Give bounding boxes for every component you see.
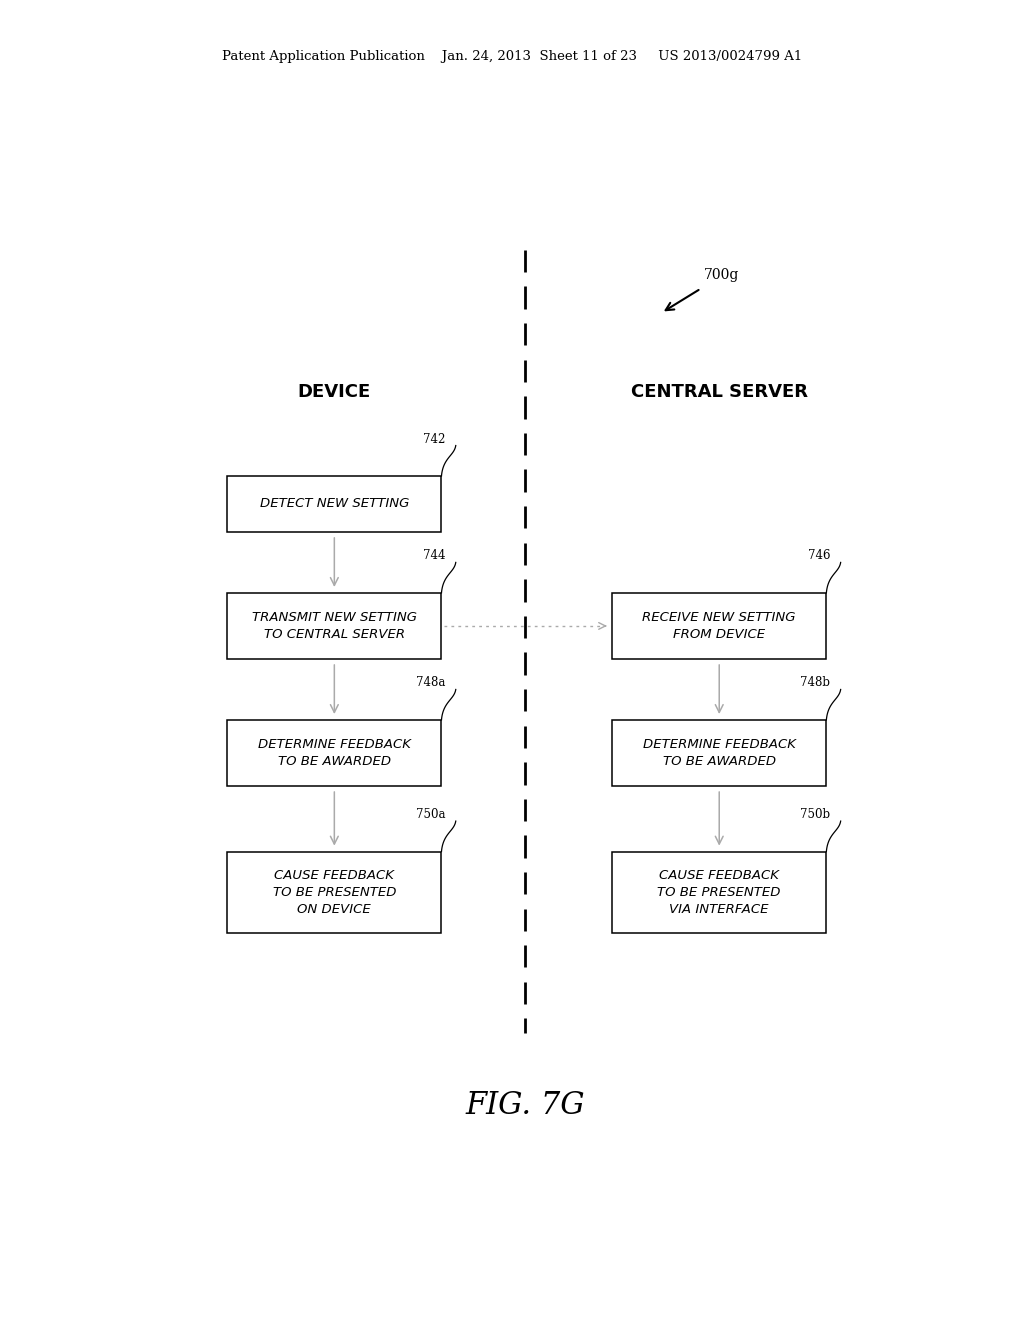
Text: 700g: 700g <box>705 268 739 282</box>
Text: 748b: 748b <box>801 676 830 689</box>
Bar <box>612 719 826 785</box>
Bar <box>227 851 441 933</box>
Text: 750b: 750b <box>800 808 830 821</box>
Text: 744: 744 <box>423 549 445 562</box>
Text: CAUSE FEEDBACK
TO BE PRESENTED
VIA INTERFACE: CAUSE FEEDBACK TO BE PRESENTED VIA INTER… <box>657 869 781 916</box>
Text: 746: 746 <box>808 549 830 562</box>
Text: 742: 742 <box>423 433 445 446</box>
Text: CAUSE FEEDBACK
TO BE PRESENTED
ON DEVICE: CAUSE FEEDBACK TO BE PRESENTED ON DEVICE <box>272 869 396 916</box>
Text: 748a: 748a <box>416 676 445 689</box>
Text: RECEIVE NEW SETTING
FROM DEVICE: RECEIVE NEW SETTING FROM DEVICE <box>642 611 796 642</box>
Text: TRANSMIT NEW SETTING
TO CENTRAL SERVER: TRANSMIT NEW SETTING TO CENTRAL SERVER <box>252 611 417 642</box>
Text: FIG. 7G: FIG. 7G <box>465 1090 585 1121</box>
Bar <box>227 477 441 532</box>
Bar <box>612 593 826 659</box>
Text: 750a: 750a <box>416 808 445 821</box>
Text: DETERMINE FEEDBACK
TO BE AWARDED: DETERMINE FEEDBACK TO BE AWARDED <box>643 738 796 768</box>
Bar <box>612 851 826 933</box>
Text: DEVICE: DEVICE <box>298 383 371 401</box>
Text: DETECT NEW SETTING: DETECT NEW SETTING <box>260 498 409 511</box>
Text: DETERMINE FEEDBACK
TO BE AWARDED: DETERMINE FEEDBACK TO BE AWARDED <box>258 738 411 768</box>
Text: CENTRAL SERVER: CENTRAL SERVER <box>631 383 808 401</box>
Text: Patent Application Publication    Jan. 24, 2013  Sheet 11 of 23     US 2013/0024: Patent Application Publication Jan. 24, … <box>222 50 802 63</box>
Bar <box>227 593 441 659</box>
Bar <box>227 719 441 785</box>
